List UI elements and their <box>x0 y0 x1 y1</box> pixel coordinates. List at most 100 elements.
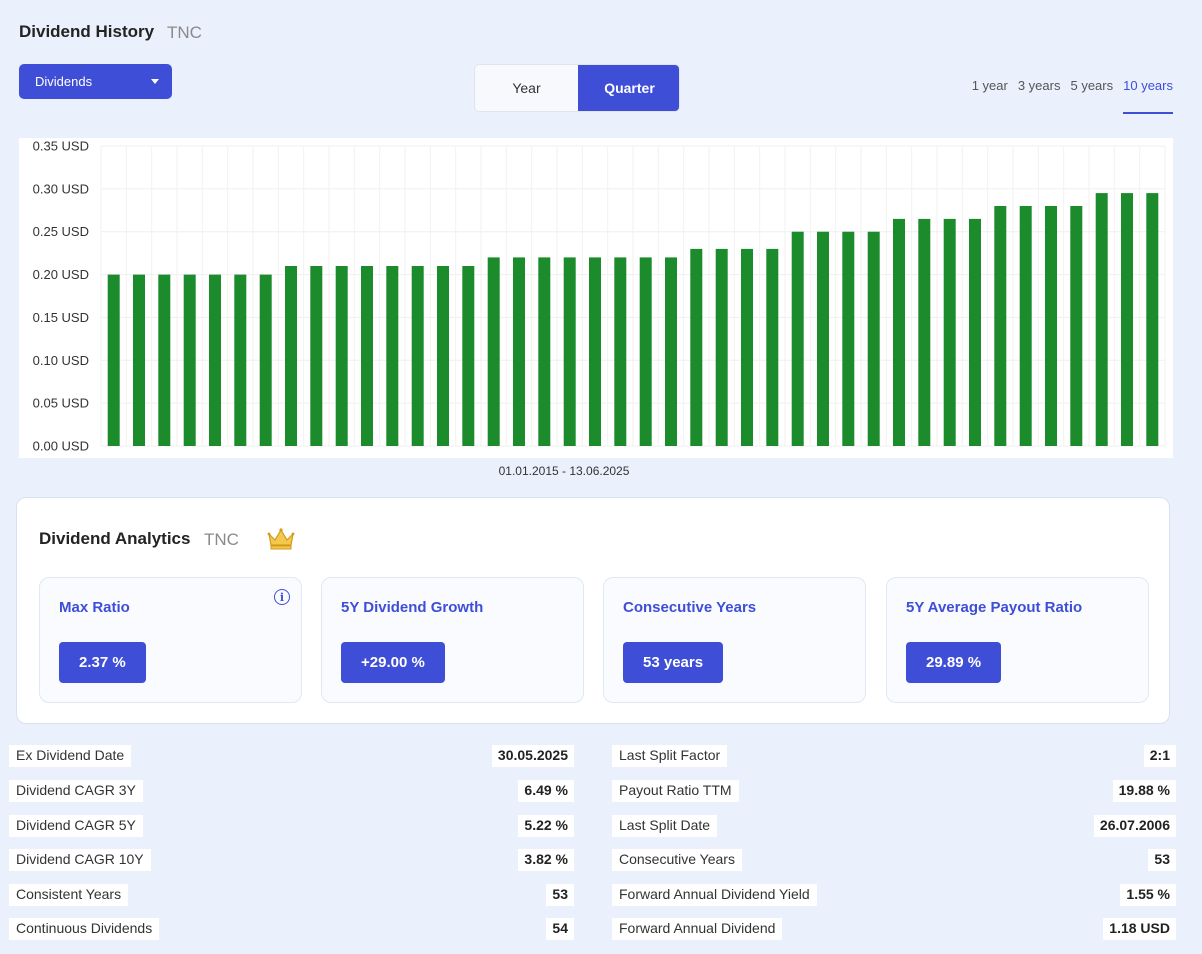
tab-5-years[interactable]: 5 years <box>1070 78 1114 93</box>
dividend-bar[interactable] <box>969 218 981 446</box>
y-tick-label: 0.00 USD <box>33 439 89 454</box>
dividend-bar[interactable] <box>259 274 272 446</box>
dividend-bar[interactable] <box>1045 206 1057 446</box>
y-tick-label: 0.35 USD <box>33 139 89 154</box>
info-icon[interactable]: i <box>274 589 290 605</box>
dividend-bar[interactable] <box>1121 193 1133 446</box>
dividend-bar[interactable] <box>183 274 196 446</box>
dividend-history-title: Dividend History <box>19 22 155 41</box>
dividend-bar[interactable] <box>386 266 399 446</box>
card-max-ratio: Max Ratio i 2.37 % <box>39 577 302 703</box>
dividend-bar[interactable] <box>665 257 677 446</box>
dividend-bar[interactable] <box>918 218 931 446</box>
dividend-bar[interactable] <box>994 206 1007 446</box>
dividend-bar[interactable] <box>209 274 221 446</box>
dividend-bar[interactable] <box>614 257 627 446</box>
dividend-bar[interactable] <box>791 231 804 446</box>
card-label: 5Y Average Payout Ratio <box>906 599 1083 616</box>
dividend-bar[interactable] <box>411 266 424 446</box>
dividend-bar[interactable] <box>285 266 297 446</box>
dividend-bar[interactable] <box>513 257 525 446</box>
card-label: 5Y Dividend Growth <box>341 599 484 616</box>
card-value: +29.00 % <box>341 642 445 683</box>
year-toggle-button[interactable]: Year <box>512 80 541 96</box>
y-tick-label: 0.15 USD <box>33 310 89 325</box>
dividend-bar[interactable] <box>133 274 145 446</box>
analytics-ticker: TNC <box>204 530 239 549</box>
stat-label: Payout Ratio TTM <box>612 780 739 802</box>
dividend-bar[interactable] <box>817 231 829 446</box>
dividend-bar[interactable] <box>741 248 753 446</box>
stat-row: Payout Ratio TTM 19.88 % <box>612 780 1176 802</box>
card-5y-dividend-growth: 5Y Dividend Growth +29.00 % <box>321 577 584 703</box>
dividend-bar[interactable] <box>589 257 601 446</box>
quarter-toggle-button[interactable]: Quarter <box>578 65 679 111</box>
stat-label: Ex Dividend Date <box>9 745 132 767</box>
dividend-bar[interactable] <box>943 218 956 446</box>
tab-3-years[interactable]: 3 years <box>1017 78 1061 93</box>
stat-value: 6.49 % <box>518 780 574 802</box>
stat-label: Last Split Factor <box>612 745 728 767</box>
dividend-bar[interactable] <box>361 266 373 446</box>
dividend-bar[interactable] <box>1019 206 1032 446</box>
stat-label: Dividend CAGR 3Y <box>9 780 143 802</box>
dividend-bar[interactable] <box>563 257 576 446</box>
card-label: Max Ratio <box>59 599 130 616</box>
ticker-label: TNC <box>167 23 202 42</box>
stat-row: Forward Annual Dividend 1.18 USD <box>612 918 1176 940</box>
y-tick-label: 0.25 USD <box>33 224 89 239</box>
tab-10-years[interactable]: 10 years <box>1123 78 1173 114</box>
metric-dropdown[interactable]: Dividends <box>19 64 172 99</box>
dividend-analytics-panel: Dividend Analytics TNC Max Ratio i 2.37 … <box>16 497 1170 724</box>
dividend-bar[interactable] <box>310 266 323 446</box>
card-value: 29.89 % <box>906 642 1002 683</box>
tab-1-year[interactable]: 1 year <box>971 78 1008 93</box>
dividend-chart: 0.00 USD 0.05 USD 0.10 USD 0.15 USD 0.20 USD… <box>19 138 1173 458</box>
stat-value: 54 <box>546 918 574 940</box>
stat-value: 1.55 % <box>1120 884 1176 906</box>
stat-row: Last Split Factor 2:1 <box>612 745 1176 767</box>
range-tabs: 1 year 3 years 5 years 10 years <box>962 78 1173 114</box>
stat-value: 19.88 % <box>1112 780 1176 802</box>
stat-row: Dividend CAGR 5Y 5.22 % <box>9 815 574 837</box>
dividend-bar[interactable] <box>234 274 247 446</box>
dividend-bar[interactable] <box>842 231 855 446</box>
dividend-bar[interactable] <box>867 231 880 446</box>
dividend-bar[interactable] <box>690 248 703 446</box>
stat-label: Forward Annual Dividend Yield <box>612 884 817 906</box>
stat-label: Continuous Dividends <box>9 918 160 940</box>
dividend-bar[interactable] <box>1070 206 1083 446</box>
dividend-bar[interactable] <box>462 266 475 446</box>
card-consecutive-years: Consecutive Years 53 years <box>603 577 866 703</box>
dividend-bar[interactable] <box>335 266 348 446</box>
stat-row: Continuous Dividends 54 <box>9 918 574 940</box>
stat-value: 53 <box>546 884 574 906</box>
analytics-title: Dividend Analytics <box>39 529 191 548</box>
period-toggle: Year Quarter <box>474 64 680 112</box>
stat-row: Ex Dividend Date 30.05.2025 <box>9 745 574 767</box>
crown-icon <box>267 528 295 550</box>
dividend-bar[interactable] <box>893 218 905 446</box>
stat-value: 26.07.2006 <box>1093 815 1176 837</box>
stat-value: 53 <box>1148 849 1176 871</box>
dividend-bar[interactable] <box>437 266 449 446</box>
dividend-bar[interactable] <box>766 248 779 446</box>
dividend-bar[interactable] <box>1146 193 1159 446</box>
chevron-down-icon <box>151 79 159 84</box>
dividend-bar[interactable] <box>487 257 500 446</box>
dividend-bar[interactable] <box>639 257 652 446</box>
card-value: 2.37 % <box>59 642 146 683</box>
dividend-bar[interactable] <box>107 274 120 446</box>
dividend-bar[interactable] <box>158 274 171 446</box>
dividend-bar[interactable] <box>1095 193 1108 446</box>
stat-row: Consistent Years 53 <box>9 884 574 906</box>
stat-row: Dividend CAGR 3Y 6.49 % <box>9 780 574 802</box>
dividend-bar[interactable] <box>715 248 728 446</box>
stat-label: Consistent Years <box>9 884 129 906</box>
dividend-bar[interactable] <box>538 257 551 446</box>
stat-label: Forward Annual Dividend <box>612 918 783 940</box>
stat-row: Consecutive Years 53 <box>612 849 1176 871</box>
y-tick-label: 0.10 USD <box>33 353 89 368</box>
y-tick-label: 0.20 USD <box>33 267 89 282</box>
card-label: Consecutive Years <box>623 599 757 616</box>
